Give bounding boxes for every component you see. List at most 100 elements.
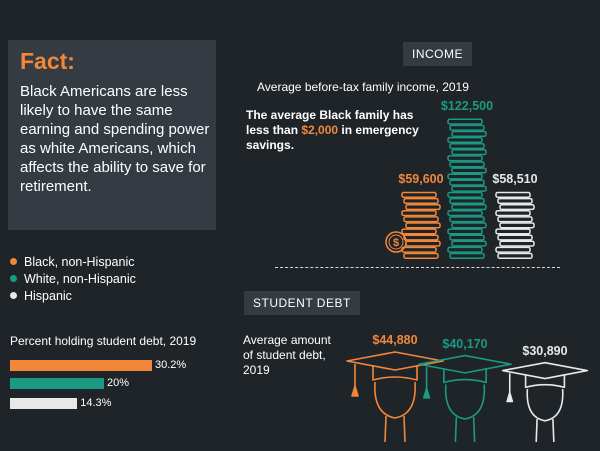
coin-white-20 <box>447 136 483 144</box>
graduate-cap-white <box>418 354 512 443</box>
tassel-end-hispanic <box>506 391 514 403</box>
debt-value-black: $44,880 <box>372 333 418 347</box>
coin-white-5 <box>447 228 483 235</box>
neck-black <box>384 415 406 443</box>
coin-white-11 <box>447 191 483 198</box>
income-coin-stacks: $ <box>385 118 535 259</box>
tassel-end-white <box>422 387 431 399</box>
coin-hispanic-1 <box>497 252 533 259</box>
graduate-cap-hispanic <box>501 361 589 443</box>
fact-title: Fact: <box>20 48 75 74</box>
mortarboard-hispanic <box>501 361 589 380</box>
callout-highlight: $2,000 <box>301 123 339 137</box>
mortarboard-black <box>346 351 444 371</box>
coin-white-16 <box>449 161 485 168</box>
fact-box: Fact: Black Americans are less likely to… <box>8 40 216 230</box>
coin-hispanic-6 <box>499 222 535 229</box>
coin-hispanic-4 <box>497 234 533 241</box>
coin-inner-ring <box>388 234 404 250</box>
income-value-hispanic: $58,510 <box>492 171 538 186</box>
coin-black-1 <box>403 252 439 259</box>
coin-white-7 <box>449 216 485 223</box>
graduate-cap-black <box>346 351 444 443</box>
student-debt-amount-label: Average amount of student debt, 2019 <box>243 333 331 377</box>
emergency-savings-callout: The average Black family has less than $… <box>246 108 426 153</box>
income-value-white: $122,500 <box>440 98 494 113</box>
coin-black-9 <box>405 203 441 211</box>
dollar-coin-icon: $ <box>385 231 407 253</box>
coin-white-4 <box>449 234 485 241</box>
coin-hispanic-8 <box>495 210 531 217</box>
coin-white-13 <box>449 179 485 186</box>
coin-white-23 <box>447 118 483 125</box>
legend-item-hispanic: Hispanic <box>10 289 72 303</box>
coin-black-10 <box>403 197 439 205</box>
coin-dollar-sign: $ <box>393 237 399 249</box>
coin-white-19 <box>449 142 485 150</box>
coin-white-12 <box>451 185 487 192</box>
coin-white-8 <box>447 210 483 217</box>
coin-white-3 <box>451 240 487 247</box>
coin-white-15 <box>451 167 487 174</box>
percent-bar-hispanic <box>10 398 78 409</box>
coin-hispanic-11 <box>495 191 531 198</box>
coin-outer-ring <box>385 231 407 253</box>
tassel-end-black <box>351 385 359 397</box>
legend-item-white: White, non-Hispanic <box>10 272 136 286</box>
head-hispanic <box>526 389 564 422</box>
legend-item-black: Black, non-Hispanic <box>10 255 134 269</box>
coin-hispanic-5 <box>495 228 531 235</box>
coin-black-11 <box>401 191 437 198</box>
legend-label-black: Black, non-Hispanic <box>24 255 135 269</box>
callout-text-post: in emergency savings. <box>246 123 419 152</box>
legend-dot-hispanic <box>10 292 17 300</box>
student-debt-tag: STUDENT DEBT <box>244 291 360 315</box>
legend-label-hispanic: Hispanic <box>24 289 72 303</box>
coin-hispanic-7 <box>497 216 533 223</box>
coin-black-3 <box>405 240 441 247</box>
percent-chart-title: Percent holding student debt, 2019 <box>10 334 197 348</box>
coin-white-14 <box>447 173 483 180</box>
mortarboard-white <box>418 354 512 374</box>
coin-stack-white <box>447 118 487 259</box>
debt-value-hispanic: $30,890 <box>522 343 568 358</box>
coin-black-2 <box>401 246 437 253</box>
legend-label-white: White, non-Hispanic <box>24 272 136 286</box>
coin-white-1 <box>449 252 485 259</box>
coin-black-5 <box>401 228 437 235</box>
fact-body: Black Americans are less likely to have … <box>20 83 210 195</box>
coin-stack-black <box>401 191 441 259</box>
coin-white-22 <box>449 124 485 131</box>
percent-bar-white <box>10 378 105 389</box>
coin-hispanic-3 <box>499 240 535 247</box>
cap-band-white <box>443 368 487 384</box>
neck-hispanic <box>535 419 555 443</box>
income-tag: INCOME <box>403 42 472 66</box>
legend-dot-white <box>10 275 17 283</box>
percent-label-black: 30.2% <box>155 359 187 371</box>
income-subtitle: Average before-tax family income, 2019 <box>257 80 469 94</box>
callout-text-pre: The average Black family has less than <box>246 108 414 137</box>
neck-white <box>454 417 476 443</box>
coin-white-9 <box>451 203 487 211</box>
percent-label-hispanic: 14.3% <box>80 397 112 409</box>
coin-white-18 <box>451 149 487 156</box>
cap-band-black <box>372 365 418 381</box>
head-black <box>374 381 416 419</box>
head-white <box>444 384 486 420</box>
cap-band-hispanic <box>524 374 566 389</box>
coin-white-2 <box>447 246 483 253</box>
coin-hispanic-2 <box>495 246 531 253</box>
coin-white-10 <box>449 197 485 205</box>
percent-bar-black <box>10 360 152 371</box>
income-value-black: $59,600 <box>398 171 444 186</box>
coin-white-21 <box>451 130 487 137</box>
coin-black-8 <box>401 210 437 217</box>
coin-hispanic-9 <box>499 203 535 211</box>
percent-label-white: 20% <box>107 377 130 389</box>
income-baseline <box>275 267 560 268</box>
coin-white-6 <box>451 222 487 229</box>
graduate-caps <box>346 351 589 443</box>
coin-black-4 <box>403 234 439 241</box>
coin-stack-hispanic <box>495 191 535 259</box>
